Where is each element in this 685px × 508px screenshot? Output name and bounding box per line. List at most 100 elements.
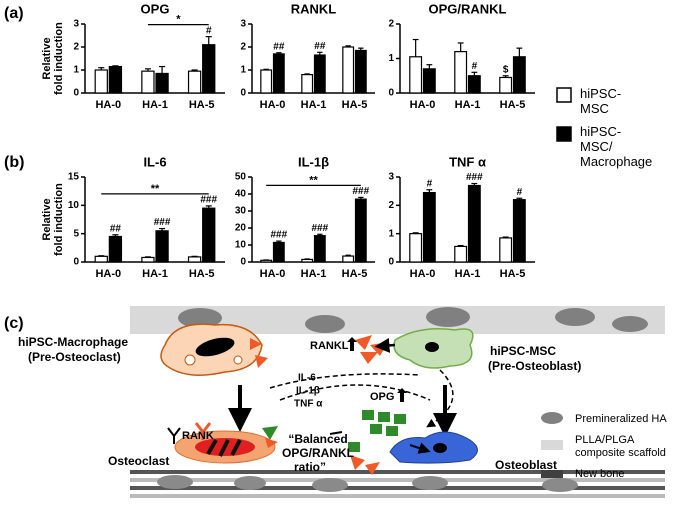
bar: [94, 255, 108, 263]
x-tick-label: HA-1: [142, 99, 168, 111]
x-tick-label: HA-0: [260, 99, 286, 111]
legend-label: Premineralized HA: [575, 413, 667, 425]
x-tick-label: HA-5: [342, 99, 368, 111]
significance-mark: ###: [270, 230, 287, 241]
bar: [454, 50, 468, 94]
x-tick-label: HA-5: [189, 268, 215, 280]
nucleus: [425, 342, 439, 352]
y-tick-label: 3: [240, 19, 246, 30]
significance-mark: #: [517, 187, 523, 198]
x-tick-label: HA-0: [410, 99, 436, 111]
cell-label: Osteoblast: [495, 458, 557, 472]
chart-title: OPG: [141, 1, 170, 16]
bracket-label: **: [309, 174, 318, 186]
x-tick-label: HA-1: [301, 99, 327, 111]
y-axis-label: Relative: [41, 37, 53, 79]
chart-title: RANKL: [291, 1, 337, 16]
legend-swatch: [556, 87, 572, 103]
x-tick-label: HA-0: [260, 268, 286, 280]
receptor-label: RANK: [182, 430, 214, 442]
x-tick-label: HA-5: [342, 268, 368, 280]
bar: [187, 70, 202, 94]
bar: [467, 75, 481, 94]
y-tick-label: 3: [73, 19, 79, 30]
y-tick-label: 1: [388, 228, 394, 239]
y-tick-label: 20: [235, 223, 247, 234]
y-tick-label: 2: [388, 19, 394, 30]
bar: [202, 207, 216, 263]
nucleus: [195, 337, 235, 357]
bar: [467, 184, 481, 263]
bar: [272, 53, 285, 94]
y-tick-label: 5: [73, 228, 79, 239]
y-tick-label: 15: [68, 172, 80, 183]
bar: [301, 258, 314, 263]
bar: [155, 230, 169, 263]
x-tick-label: HA-5: [189, 99, 215, 111]
bar: [108, 235, 123, 263]
cell-label: (Pre-Osteoblast): [488, 359, 581, 373]
y-tick-label: 2: [388, 200, 394, 211]
y-tick-label: 1: [388, 53, 394, 64]
opg-molecules: [348, 410, 406, 452]
factor-label: IL-1β: [296, 386, 320, 397]
factor-label: RANKL: [310, 340, 349, 352]
bar: [354, 49, 367, 94]
legend-swatch: [541, 470, 563, 478]
bar: [141, 70, 155, 94]
bar: [512, 199, 526, 263]
significance-mark: #: [206, 25, 212, 36]
cell-label: (Pre-Osteoclast): [28, 350, 121, 364]
bar: [141, 256, 155, 263]
legend-label: New bone: [575, 468, 625, 480]
x-tick-label: HA-1: [455, 99, 481, 111]
y-tick-label: 30: [235, 206, 247, 217]
significance-mark: ###: [200, 195, 217, 206]
y-tick-label: 40: [235, 189, 247, 200]
y-tick-label: 3: [388, 172, 394, 183]
significance-mark: #: [472, 61, 478, 72]
y-tick-label: 0: [388, 88, 394, 99]
y-axis-label: Relative: [41, 198, 53, 240]
bracket-label: *: [176, 14, 181, 26]
y-tick-label: 0: [388, 257, 394, 268]
significance-mark: ###: [154, 217, 171, 228]
y-tick-label: 1: [240, 65, 246, 76]
bar: [409, 56, 423, 94]
bar: [342, 255, 355, 263]
y-tick-label: 1: [73, 65, 79, 76]
x-tick-label: HA-1: [142, 268, 168, 280]
bar: [313, 235, 326, 263]
bar: [108, 65, 123, 94]
bar: [499, 237, 513, 263]
ha-particles: [178, 307, 648, 333]
balance-label: OPG/RANKL: [282, 446, 354, 460]
y-tick-label: 0: [73, 257, 79, 268]
significance-mark: ##: [273, 41, 285, 52]
significance-mark: ##: [110, 223, 122, 234]
new-bone: [130, 470, 665, 498]
dashed-arrow: [269, 369, 454, 425]
chart-title: IL-1β: [298, 154, 329, 169]
cell-label: Osteoclast: [108, 454, 169, 468]
balance-label: ratio”: [294, 460, 326, 474]
chart-title: OPG/RANKL: [429, 1, 507, 16]
panel-label: (a): [4, 5, 24, 22]
x-tick-label: HA-1: [301, 268, 327, 280]
bar: [301, 73, 314, 94]
x-tick-label: HA-1: [455, 268, 481, 280]
y-tick-label: 10: [68, 200, 80, 211]
x-tick-label: HA-0: [95, 99, 121, 111]
panel-label: (b): [4, 154, 24, 171]
diagram: hiPSC-Macrophage (Pre-Osteoclast) hiPSC-…: [18, 306, 667, 498]
bar: [272, 241, 285, 263]
y-tick-label: 0: [240, 257, 246, 268]
receptor: [250, 338, 268, 368]
y-tick-label: 10: [235, 240, 247, 251]
legend-label: composite scaffold: [575, 447, 666, 459]
chart-title: TNF α: [449, 154, 486, 169]
bar: [499, 76, 513, 94]
x-tick-label: HA-0: [410, 268, 436, 280]
significance-mark: ##: [314, 41, 326, 52]
